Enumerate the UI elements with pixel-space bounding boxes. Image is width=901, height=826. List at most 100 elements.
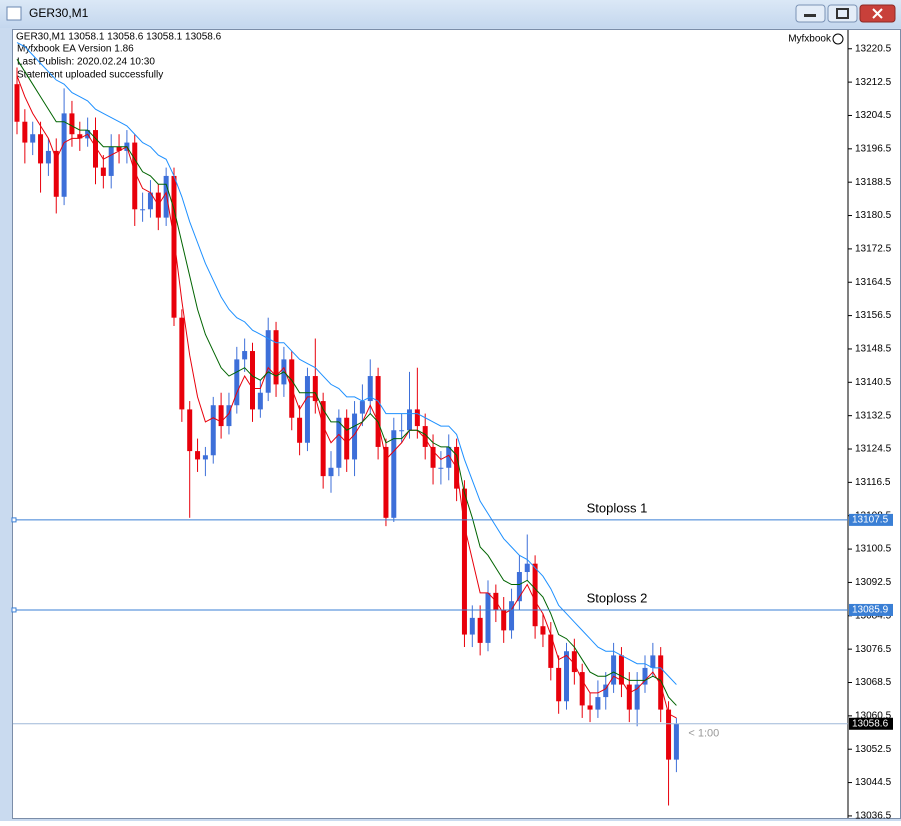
y-tick-label: 13092.5: [855, 577, 892, 588]
moving-average: [16, 42, 677, 685]
candle-body: [328, 467, 334, 477]
candle-body: [297, 417, 303, 443]
candle-body: [93, 130, 98, 168]
y-tick-label: 13204.5: [855, 110, 892, 121]
candle-body: [100, 167, 106, 176]
candle-body: [108, 146, 114, 176]
candle-body: [344, 417, 350, 460]
brand-icon: [832, 33, 844, 45]
candle-body: [375, 376, 381, 447]
candle-body: [195, 451, 201, 460]
countdown: < 1:00: [688, 728, 719, 740]
level-name: Stoploss 2: [587, 590, 648, 605]
candle-body: [571, 651, 577, 673]
close-glyph: [872, 8, 883, 19]
candle-body: [391, 430, 397, 518]
candle-body: [532, 563, 538, 627]
candle-body: [116, 146, 122, 151]
y-tick-label: 13036.5: [855, 811, 892, 821]
moving-average: [16, 58, 677, 706]
level-price-label: 13085.9: [852, 605, 889, 616]
level-handle: [11, 607, 17, 613]
candle-body: [556, 667, 562, 702]
title-bar: [0, 0, 901, 28]
candle-body: [461, 488, 467, 635]
level-price-box: [849, 513, 893, 526]
window-icon: [6, 6, 22, 21]
candle-body: [673, 723, 679, 760]
candle-body: [163, 175, 169, 218]
candle-body: [265, 330, 271, 393]
candle-body: [650, 655, 656, 668]
y-tick-label: 13140.5: [855, 377, 892, 388]
y-tick-label: 13124.5: [855, 444, 892, 455]
candle-body: [147, 192, 153, 210]
y-tick-label: 13212.5: [855, 77, 892, 88]
candle-body: [187, 409, 193, 452]
candle-body: [210, 405, 216, 456]
candle-body: [250, 351, 255, 410]
candle-body: [69, 113, 75, 135]
candle-body: [509, 601, 515, 631]
annotation: Last Publish: 2020.02.24 10:30: [17, 57, 155, 68]
y-tick-label: 13116.5: [855, 477, 891, 488]
annotation: Myfxbook EA Version 1.86: [17, 44, 134, 55]
minimize-button[interactable]: [795, 4, 826, 23]
candle-body: [603, 684, 609, 698]
y-tick-label: 13052.5: [855, 744, 892, 755]
candle-body: [273, 330, 279, 385]
candle-body: [564, 651, 569, 702]
candle-body: [359, 401, 365, 414]
candle-body: [61, 113, 67, 197]
candle-body: [140, 209, 146, 211]
window-title: GER30,M1: [29, 6, 89, 20]
candle-body: [352, 413, 358, 460]
candle-body: [312, 376, 318, 402]
candle-body: [30, 134, 36, 143]
y-tick-label: 13060.5: [855, 710, 892, 721]
candle-body: [132, 142, 138, 210]
plot: 13036.5 13044.5 13052.5 13060.5 13068.5 13076…: [11, 42, 893, 822]
candle-body: [242, 351, 248, 360]
y-tick-label: 13044.5: [855, 777, 892, 788]
y-tick-label: 13164.5: [855, 277, 892, 288]
minimize-glyph: [804, 14, 816, 17]
candle-body: [587, 705, 593, 710]
candle-body: [218, 405, 224, 427]
candle-body: [524, 563, 530, 573]
y-tick-label: 13196.5: [855, 143, 892, 154]
candle-body: [336, 417, 342, 468]
candle-body: [516, 572, 522, 602]
candle-body: [45, 150, 51, 164]
candle-body: [540, 626, 546, 635]
level-price-box: [849, 603, 893, 616]
candle-body: [618, 655, 624, 685]
y-tick-label: 13188.5: [855, 177, 892, 188]
chart-header: GER30,M1 13058.1 13058.6 13058.1 13058.6: [16, 32, 222, 43]
candle-body: [226, 405, 232, 427]
level-handle: [11, 517, 17, 523]
y-tick-label: 13076.5: [855, 644, 892, 655]
y-tick-label: 13156.5: [855, 310, 892, 321]
candle-body: [383, 446, 389, 518]
candle-body: [407, 409, 412, 431]
candle-body: [548, 634, 554, 668]
candle-body: [53, 150, 59, 197]
brand-label: Myfxbook: [788, 34, 832, 45]
candle-body: [611, 655, 617, 685]
candle-body: [579, 672, 585, 706]
candle-body: [430, 446, 436, 468]
candle-body: [234, 359, 240, 406]
level-name: Stoploss 1: [587, 500, 648, 515]
candle-body: [179, 317, 185, 410]
maximize-button[interactable]: [827, 4, 858, 23]
candle-body: [642, 667, 648, 685]
level-price-label: 13107.5: [852, 515, 889, 526]
candle-body: [171, 175, 177, 318]
candle-body: [38, 134, 44, 164]
current-price-box: [849, 717, 893, 730]
candle-body: [626, 684, 632, 710]
candle-body: [22, 121, 28, 143]
candle-body: [658, 655, 664, 710]
